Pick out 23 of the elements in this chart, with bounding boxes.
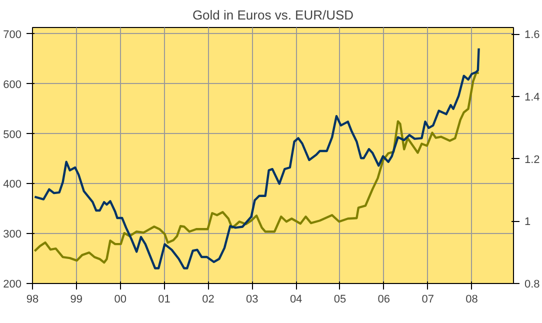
y-tick-label: 400 bbox=[3, 178, 22, 191]
x-tick-label: 99 bbox=[70, 294, 83, 306]
y2-tick-label: 1.2 bbox=[524, 154, 540, 166]
x-tick-label: 05 bbox=[334, 294, 346, 306]
x-tick-label: 98 bbox=[26, 294, 39, 306]
x-tick-label: 00 bbox=[114, 294, 126, 306]
x-tick-label: 01 bbox=[158, 294, 170, 306]
x-tick-label: 04 bbox=[290, 294, 302, 306]
y2-tick-label: 1.4 bbox=[524, 91, 540, 104]
x-tick-label: 06 bbox=[378, 294, 390, 306]
y2-tick-label: 1 bbox=[524, 216, 531, 228]
y-tick-label: 700 bbox=[3, 28, 22, 41]
y-tick-label: 500 bbox=[3, 128, 22, 141]
x-tick-label: 08 bbox=[466, 294, 478, 306]
y-tick-label: 200 bbox=[3, 278, 22, 290]
y2-tick-label: 1.6 bbox=[524, 29, 540, 42]
x-tick-label: 07 bbox=[422, 294, 434, 306]
chart-title: Gold in Euros vs. EUR/USD bbox=[192, 8, 354, 22]
y-tick-label: 600 bbox=[3, 78, 22, 91]
y-tick-label: 300 bbox=[3, 228, 22, 241]
x-tick-label: 02 bbox=[202, 294, 214, 306]
x-tick-label: 03 bbox=[246, 294, 258, 306]
y2-tick-label: 0.8 bbox=[524, 278, 540, 290]
